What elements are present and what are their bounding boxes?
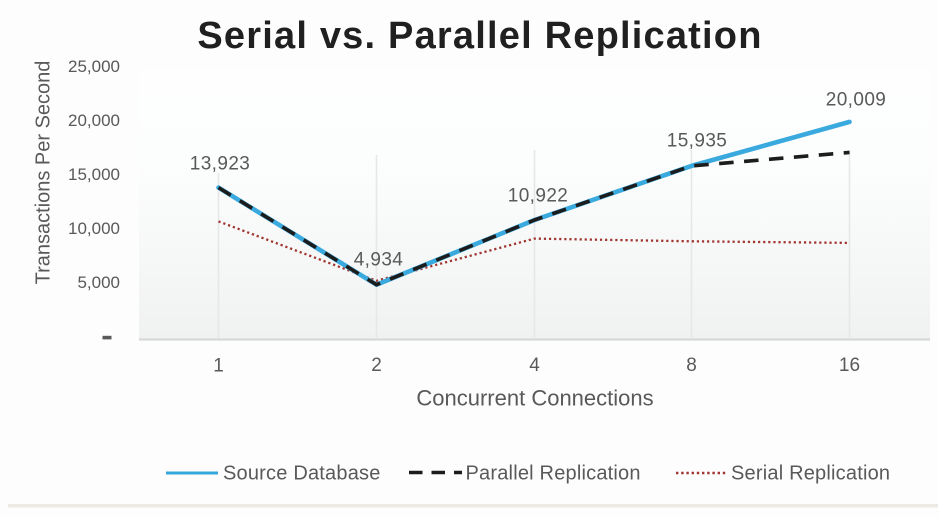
svg-text:10,000: 10,000	[68, 219, 120, 238]
svg-text:16: 16	[839, 355, 860, 376]
svg-text:Serial vs. Parallel Replicatio: Serial vs. Parallel Replication	[197, 15, 762, 57]
svg-text:5,000: 5,000	[77, 273, 120, 292]
svg-text:20,000: 20,000	[68, 111, 120, 130]
svg-text:4,934: 4,934	[354, 250, 404, 271]
svg-text:Serial Replication: Serial Replication	[731, 463, 890, 485]
svg-text:10,922: 10,922	[508, 186, 569, 207]
svg-text:20,009: 20,009	[826, 90, 887, 111]
svg-text:Source Database: Source Database	[223, 463, 381, 485]
svg-text:13,923: 13,923	[190, 154, 251, 175]
svg-text:Concurrent Connections: Concurrent Connections	[416, 386, 653, 411]
svg-text:15,000: 15,000	[68, 165, 120, 184]
svg-text:1: 1	[213, 356, 224, 377]
svg-text:Parallel Replication: Parallel Replication	[466, 463, 641, 485]
svg-text:15,935: 15,935	[667, 131, 728, 152]
svg-text:2: 2	[371, 355, 382, 376]
svg-text:Transactions Per Second: Transactions Per Second	[33, 61, 55, 285]
svg-text:4: 4	[529, 355, 540, 376]
svg-text:25,000: 25,000	[68, 57, 120, 76]
svg-text:8: 8	[686, 355, 697, 376]
